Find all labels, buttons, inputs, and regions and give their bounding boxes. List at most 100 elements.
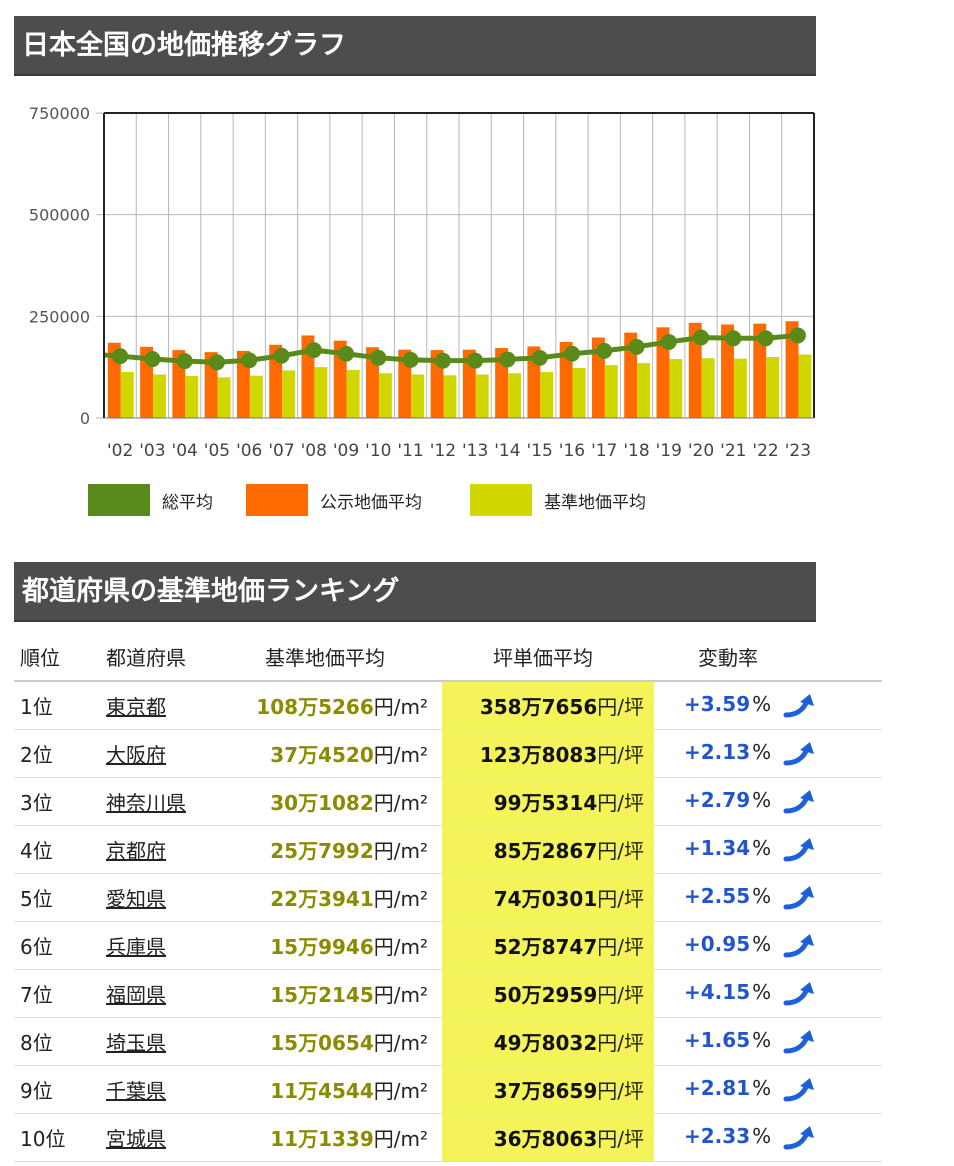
rank-cell: 3位 [14, 777, 106, 826]
point-total-average [531, 349, 548, 366]
unit-tsubo: 円/坪 [597, 695, 644, 719]
percent-sign: % [752, 740, 772, 765]
point-total-average [370, 349, 387, 366]
change-rate-cell: +1.65% [654, 1017, 882, 1066]
trend-up-arrow-icon [783, 1029, 815, 1054]
tsubo-price-cell: 99万5314円/坪 [442, 777, 654, 826]
prefecture-link[interactable]: 埼玉県 [106, 1031, 166, 1055]
header-standard-price: 基準地価平均 [222, 632, 442, 682]
prefecture-link[interactable]: 東京都 [106, 695, 166, 719]
tsubo-price-cell: 85万2867円/坪 [442, 825, 654, 874]
bar-standard-price [314, 367, 328, 418]
unit-tsubo: 円/坪 [597, 935, 644, 959]
y-tick-label: 250000 [29, 307, 90, 326]
header-rank: 順位 [14, 632, 106, 682]
prefecture-link[interactable]: 兵庫県 [106, 935, 166, 959]
prefecture-link[interactable]: 愛知県 [106, 887, 166, 911]
bar-standard-price [153, 374, 166, 418]
standard-price-value: 30万1082 [270, 791, 374, 815]
bar-standard-price [669, 359, 683, 418]
x-tick-label: '17 [591, 441, 617, 461]
prefecture-link[interactable]: 福岡県 [106, 983, 166, 1007]
change-rate-cell: +4.15% [654, 969, 882, 1018]
standard-price-cell: 22万3941円/m² [222, 873, 442, 922]
y-tick-label: 500000 [29, 206, 90, 225]
tsubo-price-value: 74万0301 [493, 887, 598, 911]
unit-tsubo: 円/坪 [597, 1031, 644, 1055]
change-rate-cell: +3.59% [654, 681, 882, 730]
trend-up-arrow-icon [783, 837, 815, 862]
x-tick-label: '14 [494, 441, 520, 461]
prefecture-link[interactable]: 宮城県 [106, 1127, 166, 1151]
standard-price-cell: 15万9946円/m² [222, 921, 442, 970]
tsubo-price-value: 85万2867 [493, 839, 598, 863]
standard-price-cell: 11万4544円/m² [222, 1065, 442, 1114]
bar-standard-price [411, 374, 425, 418]
change-rate-cell: +2.33% [654, 1113, 882, 1162]
point-total-average [757, 330, 774, 347]
x-tick-label: '18 [623, 441, 649, 461]
bar-public-price [753, 323, 767, 418]
point-total-average [112, 348, 129, 365]
point-total-average [499, 351, 516, 368]
standard-price-value: 22万3941 [270, 887, 374, 911]
unit-m2: 円/m² [373, 1127, 428, 1151]
tsubo-price-value: 99万5314 [493, 791, 598, 815]
x-tick-label: '22 [752, 441, 778, 461]
change-rate-value: +3.59 [684, 692, 751, 717]
standard-price-cell: 108万5266円/m² [222, 681, 442, 730]
table-row: 9位 千葉県 11万4544円/m² 37万8659円/坪 +2.81% [14, 1065, 882, 1114]
x-tick-label: '23 [785, 441, 811, 461]
prefecture-cell: 東京都 [106, 681, 222, 730]
x-tick-label: '16 [559, 441, 585, 461]
change-rate-value: +0.95 [684, 932, 751, 957]
tsubo-price-cell: 36万8063円/坪 [442, 1113, 654, 1162]
percent-sign: % [752, 1124, 772, 1149]
prefecture-link[interactable]: 千葉県 [106, 1079, 166, 1103]
x-tick-label: '08 [301, 441, 327, 461]
prefecture-link[interactable]: 神奈川県 [106, 791, 186, 815]
rank-cell: 10位 [14, 1113, 106, 1162]
unit-m2: 円/m² [373, 887, 428, 911]
point-total-average [596, 342, 613, 359]
prefecture-cell: 神奈川県 [106, 777, 222, 826]
header-prefecture: 都道府県 [106, 632, 222, 682]
x-tick-label: '07 [268, 441, 294, 461]
x-tick-label: '05 [204, 441, 230, 461]
y-tick-label: 750000 [29, 104, 90, 123]
standard-price-cell: 30万1082円/m² [222, 777, 442, 826]
standard-price-value: 15万0654 [270, 1031, 374, 1055]
standard-price-value: 11万4544 [270, 1079, 374, 1103]
bar-standard-price [572, 367, 586, 418]
legend-item-total-average: 総平均 [88, 484, 213, 516]
prefecture-cell: 埼玉県 [106, 1017, 222, 1066]
rank-cell: 5位 [14, 873, 106, 922]
x-tick-label: '04 [172, 441, 198, 461]
bar-standard-price [798, 354, 812, 418]
legend-label-total-average: 総平均 [162, 492, 213, 513]
change-rate-value: +1.34 [684, 836, 751, 861]
table-row: 4位 京都府 25万7992円/m² 85万2867円/坪 +1.34% [14, 825, 882, 874]
bar-standard-price [540, 372, 554, 418]
standard-price-value: 37万4520 [270, 743, 374, 767]
prefecture-link[interactable]: 大阪府 [106, 743, 166, 767]
point-total-average [693, 329, 710, 346]
table-row: 6位 兵庫県 15万9946円/m² 52万8747円/坪 +0.95% [14, 921, 882, 970]
bar-standard-price [249, 375, 263, 418]
change-rate-cell: +2.13% [654, 729, 882, 778]
rank-cell: 6位 [14, 921, 106, 970]
prefecture-link[interactable]: 京都府 [106, 839, 166, 863]
ranking-table: 順位 都道府県 基準地価平均 坪単価平均 変動率 1位 東京都 108万5266円/… [14, 632, 882, 1162]
rank-cell: 8位 [14, 1017, 106, 1066]
legend-swatch-total-average [88, 484, 150, 516]
tsubo-price-value: 49万8032 [493, 1031, 598, 1055]
unit-m2: 円/m² [373, 1079, 428, 1103]
point-total-average [563, 345, 580, 362]
trend-up-arrow-icon [783, 885, 815, 910]
chart-section-title: 日本全国の地価推移グラフ [14, 16, 816, 76]
standard-price-value: 108万5266 [256, 695, 374, 719]
legend-item-standard-price: 基準地価平均 [470, 484, 646, 516]
legend-swatch-standard-price [470, 484, 532, 516]
standard-price-cell: 15万2145円/m² [222, 969, 442, 1018]
bar-standard-price [378, 373, 392, 418]
